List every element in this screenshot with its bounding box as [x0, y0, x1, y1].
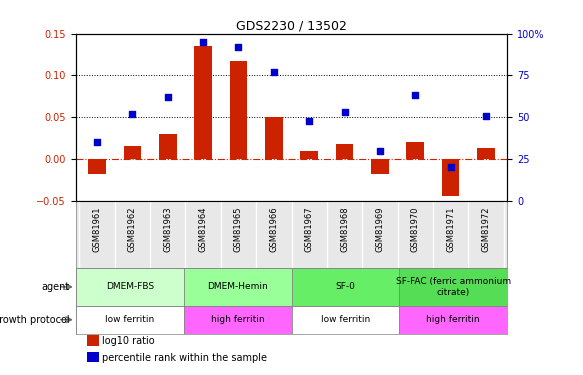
Text: GSM81967: GSM81967: [305, 206, 314, 252]
Bar: [477, 148, 495, 159]
Point: [198, 39, 208, 45]
Text: log10 ratio: log10 ratio: [102, 336, 154, 346]
Bar: [88, 159, 106, 174]
Text: high ferritin: high ferritin: [211, 315, 264, 324]
Text: GSM81961: GSM81961: [93, 206, 101, 252]
Text: low ferritin: low ferritin: [105, 315, 154, 324]
Text: DMEM-Hemin: DMEM-Hemin: [207, 282, 268, 291]
Point: [304, 117, 314, 123]
Bar: [184, 268, 292, 306]
Point: [446, 164, 455, 170]
Text: GSM81968: GSM81968: [340, 206, 349, 252]
Point: [375, 148, 385, 154]
Text: GSM81966: GSM81966: [269, 206, 278, 252]
Text: GSM81969: GSM81969: [375, 206, 384, 252]
Bar: [159, 134, 177, 159]
Text: SF-0: SF-0: [335, 282, 356, 291]
Point: [128, 111, 137, 117]
Bar: [194, 46, 212, 159]
Text: GSM81965: GSM81965: [234, 206, 243, 252]
Bar: [442, 159, 459, 196]
Text: GSM81963: GSM81963: [163, 206, 172, 252]
Bar: [371, 159, 389, 174]
Text: SF-FAC (ferric ammonium
citrate): SF-FAC (ferric ammonium citrate): [396, 277, 511, 297]
Bar: [292, 306, 399, 334]
Point: [92, 139, 101, 145]
Bar: [76, 268, 184, 306]
Text: GSM81964: GSM81964: [199, 206, 208, 252]
Text: GSM81971: GSM81971: [446, 206, 455, 252]
Bar: [76, 306, 184, 334]
Bar: [265, 117, 283, 159]
Bar: [184, 306, 292, 334]
Text: low ferritin: low ferritin: [321, 315, 370, 324]
Bar: [124, 146, 141, 159]
Bar: [406, 142, 424, 159]
Title: GDS2230 / 13502: GDS2230 / 13502: [236, 20, 347, 33]
Bar: [399, 306, 507, 334]
Text: DMEM-FBS: DMEM-FBS: [106, 282, 154, 291]
Point: [340, 109, 349, 115]
Text: GSM81970: GSM81970: [411, 206, 420, 252]
Text: GSM81962: GSM81962: [128, 206, 137, 252]
Bar: [336, 144, 353, 159]
Point: [163, 94, 173, 100]
Bar: [230, 61, 247, 159]
Point: [234, 44, 243, 50]
Text: growth protocol: growth protocol: [0, 315, 70, 325]
Point: [269, 69, 279, 75]
Text: agent: agent: [42, 282, 70, 292]
Text: percentile rank within the sample: percentile rank within the sample: [102, 352, 267, 363]
Bar: [300, 151, 318, 159]
Bar: [399, 268, 507, 306]
Text: high ferritin: high ferritin: [427, 315, 480, 324]
Bar: [292, 268, 399, 306]
Point: [482, 112, 491, 118]
Point: [410, 93, 420, 99]
Text: GSM81972: GSM81972: [482, 206, 490, 252]
